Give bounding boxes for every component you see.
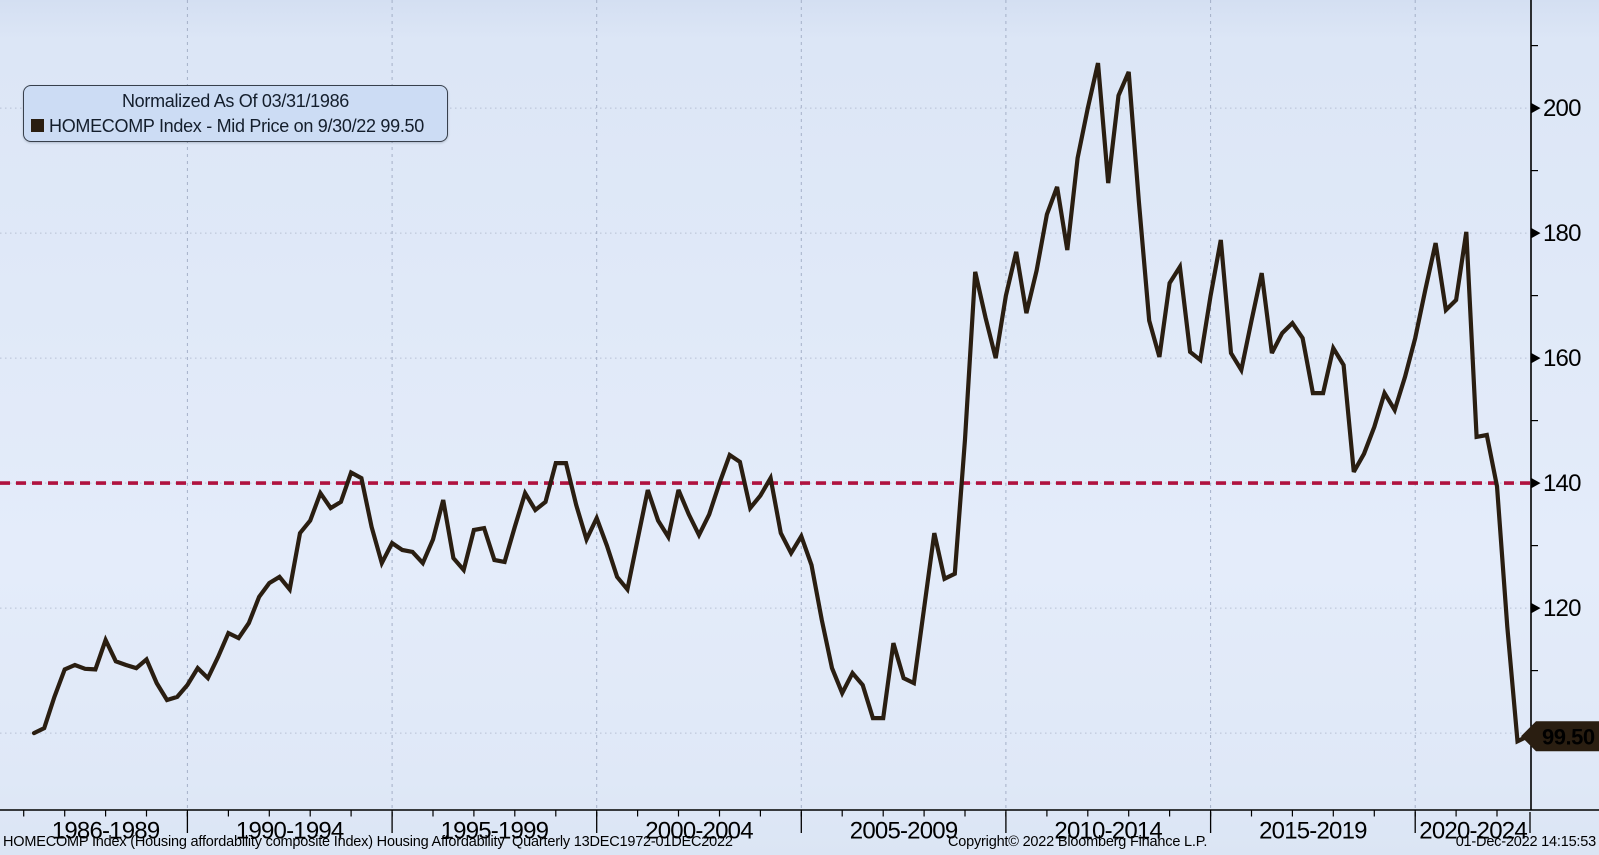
x-section-label: 2015-2019	[1259, 817, 1367, 844]
last-price-tag	[1521, 721, 1599, 752]
legend-box[interactable]: Normalized As Of 03/31/1986 HOMECOMP Ind…	[23, 85, 448, 142]
y-tick-label: 160	[1543, 345, 1581, 372]
status-timestamp: 01-Dec-2022 14:15:53	[1455, 834, 1597, 850]
x-section-label: 1990-1994	[236, 817, 344, 844]
last-price-label: 99.50	[1542, 724, 1595, 749]
status-description: HOMECOMP Index (Housing affordability co…	[3, 834, 733, 850]
y-tick-arrow-icon	[1531, 103, 1541, 114]
series-line	[31, 62, 1530, 745]
y-tick-label: 200	[1543, 95, 1581, 122]
series-swatch-icon	[31, 119, 44, 133]
y-tick-label: 140	[1543, 470, 1581, 497]
status-bar: HOMECOMP Index (Housing affordability co…	[0, 834, 1599, 855]
x-section-label: 2000-2004	[645, 817, 753, 844]
legend-title: Normalized As Of 03/31/1986	[121, 91, 350, 112]
y-tick-label: 180	[1543, 220, 1581, 247]
legend-series-row: HOMECOMP Index - Mid Price on 9/30/22 99…	[24, 114, 447, 138]
y-tick-label: 120	[1543, 595, 1581, 622]
y-tick-arrow-icon	[1531, 228, 1541, 239]
legend-series-label: HOMECOMP Index - Mid Price on 9/30/22 99…	[49, 115, 424, 136]
y-tick-arrow-icon	[1531, 603, 1541, 614]
x-section-label: 2020-2024	[1419, 817, 1527, 844]
x-section-label: 2010-2014	[1054, 817, 1162, 844]
x-section-label: 1986-1989	[52, 817, 160, 844]
y-tick-arrow-icon	[1531, 353, 1541, 364]
y-tick-arrow-icon	[1531, 478, 1541, 489]
x-section-label: 1995-1999	[441, 817, 549, 844]
x-section-label: 2005-2009	[850, 817, 958, 844]
status-copyright: Copyright© 2022 Bloomberg Finance L.P.	[948, 834, 1208, 850]
